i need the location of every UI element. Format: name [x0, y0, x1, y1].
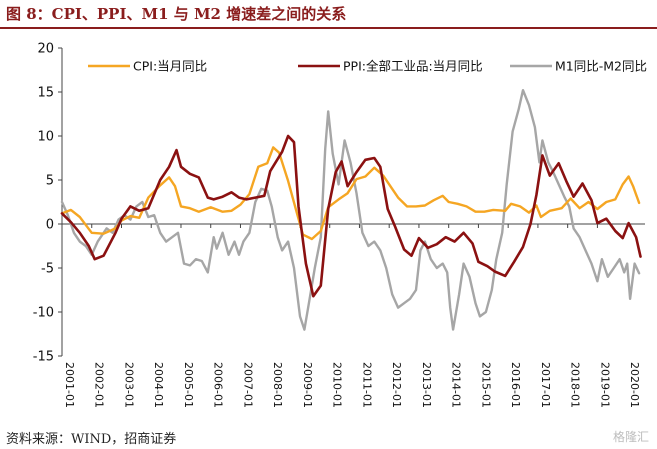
- y-tick-label: 15: [37, 86, 54, 101]
- legend-label-m1m2: M1同比-M2同比: [555, 59, 647, 74]
- x-tick-label: 2014-01: [450, 362, 463, 408]
- x-tick-label: 2011-01: [360, 362, 373, 408]
- y-tick-label: -10: [33, 306, 54, 321]
- x-tick-label: 2004-01: [152, 362, 165, 408]
- x-tick-label: 2018-01: [569, 362, 582, 408]
- x-tick-label: 2007-01: [241, 362, 254, 408]
- x-tick-label: 2008-01: [271, 362, 284, 408]
- chart-legend: CPI:当月同比 PPI:全部工业品:当月同比 M1同比-M2同比: [88, 59, 647, 74]
- y-tick-label: 10: [37, 130, 54, 145]
- y-tick-label: 0: [46, 218, 54, 233]
- x-tick-label: 2016-01: [509, 362, 522, 408]
- x-tick-label: 2013-01: [420, 362, 433, 408]
- series-layer: [60, 89, 642, 331]
- source-note: 资料来源：WIND，招商证券: [6, 432, 177, 447]
- x-tick-label: 2009-01: [301, 362, 314, 408]
- chart-title: 图 8：CPI、PPI、M1 与 M2 增速差之间的关系: [6, 5, 347, 23]
- x-tick-label: 2019-01: [598, 362, 611, 408]
- series-line-cpi: [60, 146, 641, 241]
- legend-label-ppi: PPI:全部工业品:当月同比: [343, 59, 483, 74]
- x-tick-label: 2001-01: [63, 362, 76, 408]
- x-tick-label: 2003-01: [122, 362, 135, 408]
- y-tick-label: 5: [46, 174, 54, 189]
- x-tick-label: 2020-01: [628, 362, 641, 408]
- y-tick-label: -15: [33, 350, 54, 365]
- watermark-logo: 格隆汇: [612, 430, 649, 444]
- y-tick-label: 20: [37, 42, 54, 57]
- x-tick-label: 2012-01: [390, 362, 403, 408]
- x-tick-label: 2015-01: [479, 362, 492, 408]
- series-line-ppi: [60, 134, 642, 298]
- legend-label-cpi: CPI:当月同比: [133, 59, 207, 74]
- chart-axes: -15 -10 -5 0 5 10 15 20 2001-01 2002-01 2003-01 200…: [33, 42, 645, 408]
- x-tick-label: 2005-01: [182, 362, 195, 408]
- series-line-m1m2: [60, 89, 641, 331]
- x-tick-label: 2017-01: [539, 362, 552, 408]
- y-tick-label: -5: [41, 262, 54, 277]
- title-divider: [0, 27, 657, 29]
- x-tick-label: 2010-01: [331, 362, 344, 408]
- x-tick-label: 2002-01: [93, 362, 106, 408]
- x-tick-label: 2006-01: [212, 362, 225, 408]
